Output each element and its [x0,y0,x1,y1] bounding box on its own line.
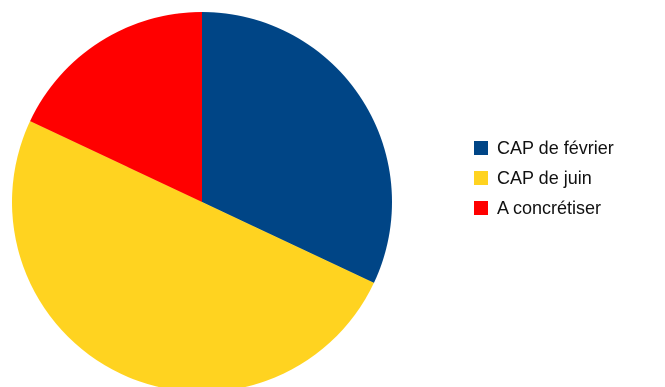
legend-label: CAP de février [497,137,614,158]
pie-slice-cap-fevrier [202,12,393,283]
legend-swatch [474,201,488,215]
legend-swatch [474,141,488,155]
pie-slice-a-concretiser [30,12,203,202]
pie-slice-cap-juin [12,121,374,387]
legend-swatch [474,171,488,185]
legend-label: A concrétiser [497,197,602,218]
legend: CAP de février CAP de juin A concrétiser [474,137,614,227]
legend-item-cap-juin: CAP de juin [474,167,614,189]
legend-item-cap-fevrier: CAP de février [474,137,614,159]
legend-item-a-concretiser: A concrétiser [474,197,614,219]
legend-label: CAP de juin [497,167,592,188]
